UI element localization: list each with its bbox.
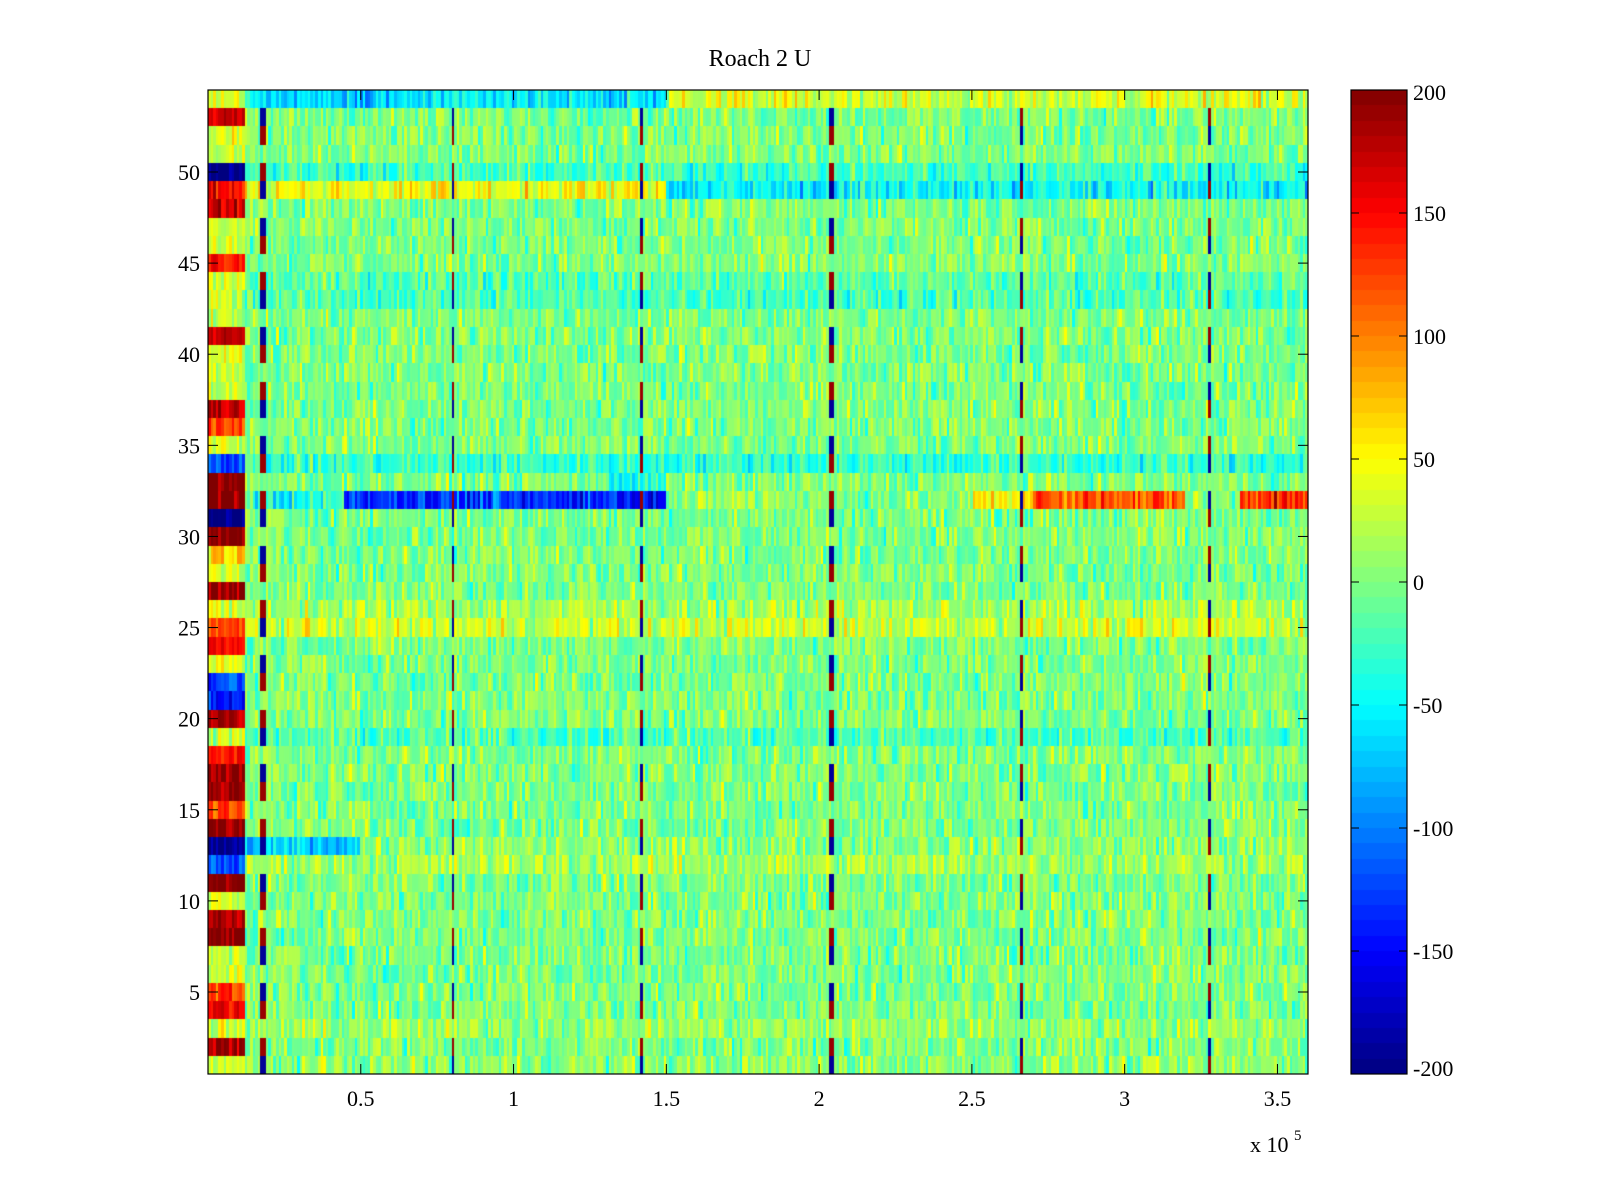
- colorbar-image: [1351, 90, 1407, 1074]
- y-tick-label: 15: [178, 798, 200, 823]
- x-tick-label: 1: [508, 1086, 519, 1111]
- y-axis: 5 10 15 20 25 30 35 40 45 50: [178, 160, 1308, 1005]
- colorbar-tick-label: -100: [1413, 816, 1453, 841]
- x-exponent-power: 5: [1294, 1128, 1302, 1144]
- plot-frame: [207, 89, 1309, 1075]
- colorbar-tick-label: 0: [1413, 570, 1424, 595]
- x-tick-label: 2.5: [958, 1086, 986, 1111]
- colorbar-tick-label: -150: [1413, 939, 1453, 964]
- colorbar-tick-label: 200: [1413, 80, 1446, 105]
- x-exponent-base: x 10: [1250, 1132, 1289, 1157]
- y-tick-label: 25: [178, 616, 200, 641]
- y-tick-label: 20: [178, 707, 200, 732]
- y-tick-label: 50: [178, 160, 200, 185]
- colorbar-tick-label: 50: [1413, 447, 1435, 472]
- x-tick-label: 3.5: [1264, 1086, 1292, 1111]
- x-exponent-label: x 10 5: [1250, 1128, 1302, 1157]
- x-axis: 0.5 1 1.5 2 2.5 3 3.5: [347, 90, 1291, 1111]
- chart-title: Roach 2 U: [709, 46, 812, 72]
- colorbar-axis: 200 150 100 50 0 -50 -100 -150 -200: [1351, 80, 1453, 1081]
- heatmap-image: [208, 90, 1308, 1074]
- x-tick-label: 1.5: [653, 1086, 681, 1111]
- y-tick-label: 5: [189, 980, 200, 1005]
- colorbar-tick-label: -200: [1413, 1056, 1453, 1081]
- y-tick-label: 35: [178, 433, 200, 458]
- y-tick-label: 40: [178, 342, 200, 367]
- x-tick-label: 2: [814, 1086, 825, 1111]
- y-tick-label: 45: [178, 251, 200, 276]
- x-tick-label: 3: [1119, 1086, 1130, 1111]
- y-tick-label: 30: [178, 524, 200, 549]
- y-tick-label: 10: [178, 889, 200, 914]
- colorbar-tick-label: 100: [1413, 324, 1446, 349]
- x-tick-label: 0.5: [347, 1086, 375, 1111]
- colorbar-tick-label: -50: [1413, 693, 1442, 718]
- colorbar-tick-label: 150: [1413, 201, 1446, 226]
